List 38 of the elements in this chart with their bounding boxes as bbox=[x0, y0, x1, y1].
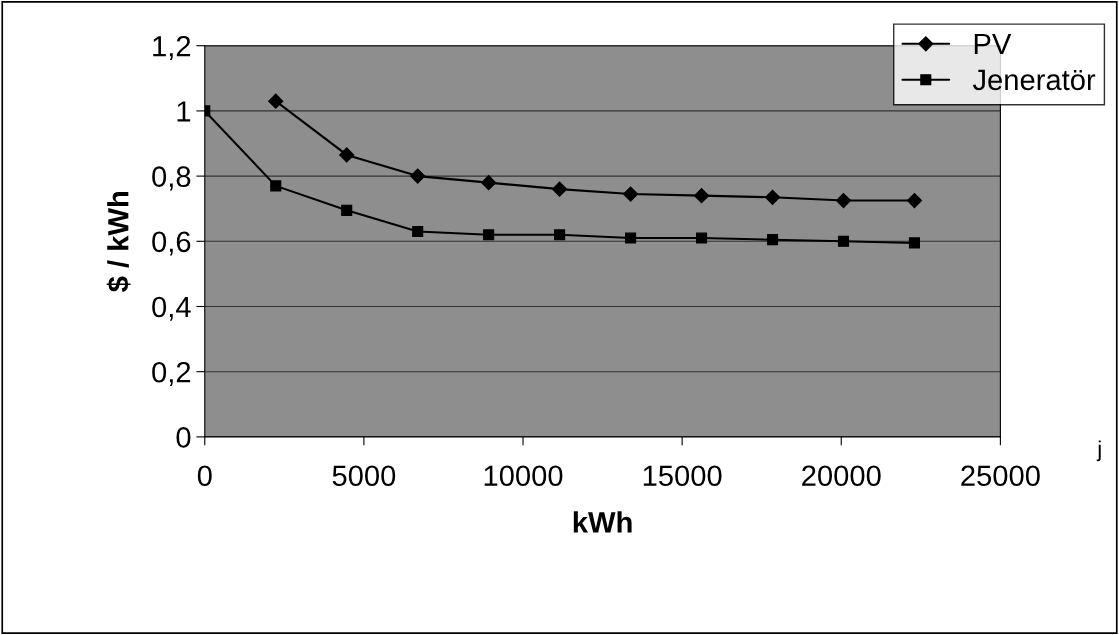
point bbox=[625, 232, 637, 244]
point bbox=[837, 235, 850, 247]
point bbox=[412, 225, 424, 238]
point bbox=[410, 168, 426, 184]
point bbox=[341, 204, 353, 216]
point bbox=[623, 186, 639, 202]
point bbox=[481, 175, 497, 191]
point bbox=[908, 237, 921, 249]
y-tick-label: 0,6 bbox=[152, 231, 191, 256]
legend-label: Jeneratör bbox=[972, 69, 1096, 91]
x-tick-label: 0 bbox=[197, 465, 212, 487]
point bbox=[766, 234, 779, 246]
point bbox=[835, 192, 852, 209]
y-tick-label: 1 bbox=[177, 101, 191, 122]
point bbox=[764, 189, 781, 205]
text: j bbox=[1096, 440, 1101, 462]
y-tick-label: 0,2 bbox=[152, 361, 191, 386]
point bbox=[695, 232, 708, 244]
y-axis-title: $ / kWh bbox=[106, 192, 131, 292]
point bbox=[268, 93, 284, 109]
y-tick-label: 0 bbox=[176, 427, 191, 448]
point bbox=[483, 229, 495, 241]
x-tick-label: 10000 bbox=[484, 465, 563, 487]
y-tick-label: 0,8 bbox=[152, 166, 191, 191]
x-tick-label: 20000 bbox=[802, 465, 881, 487]
x-tick-label: 5000 bbox=[332, 465, 396, 487]
point bbox=[554, 229, 566, 241]
point bbox=[339, 147, 355, 163]
x-tick-label: 15000 bbox=[643, 465, 722, 487]
y-tick-label: 0,4 bbox=[152, 296, 191, 321]
point bbox=[552, 181, 568, 197]
point bbox=[693, 188, 710, 204]
legend-label: PV bbox=[974, 33, 1012, 54]
point bbox=[906, 192, 923, 209]
x-tick-label: 25000 bbox=[961, 465, 1040, 487]
x-axis-title: kWh bbox=[573, 511, 632, 533]
y-tick-label: 1,2 bbox=[153, 35, 191, 61]
point bbox=[270, 180, 282, 192]
